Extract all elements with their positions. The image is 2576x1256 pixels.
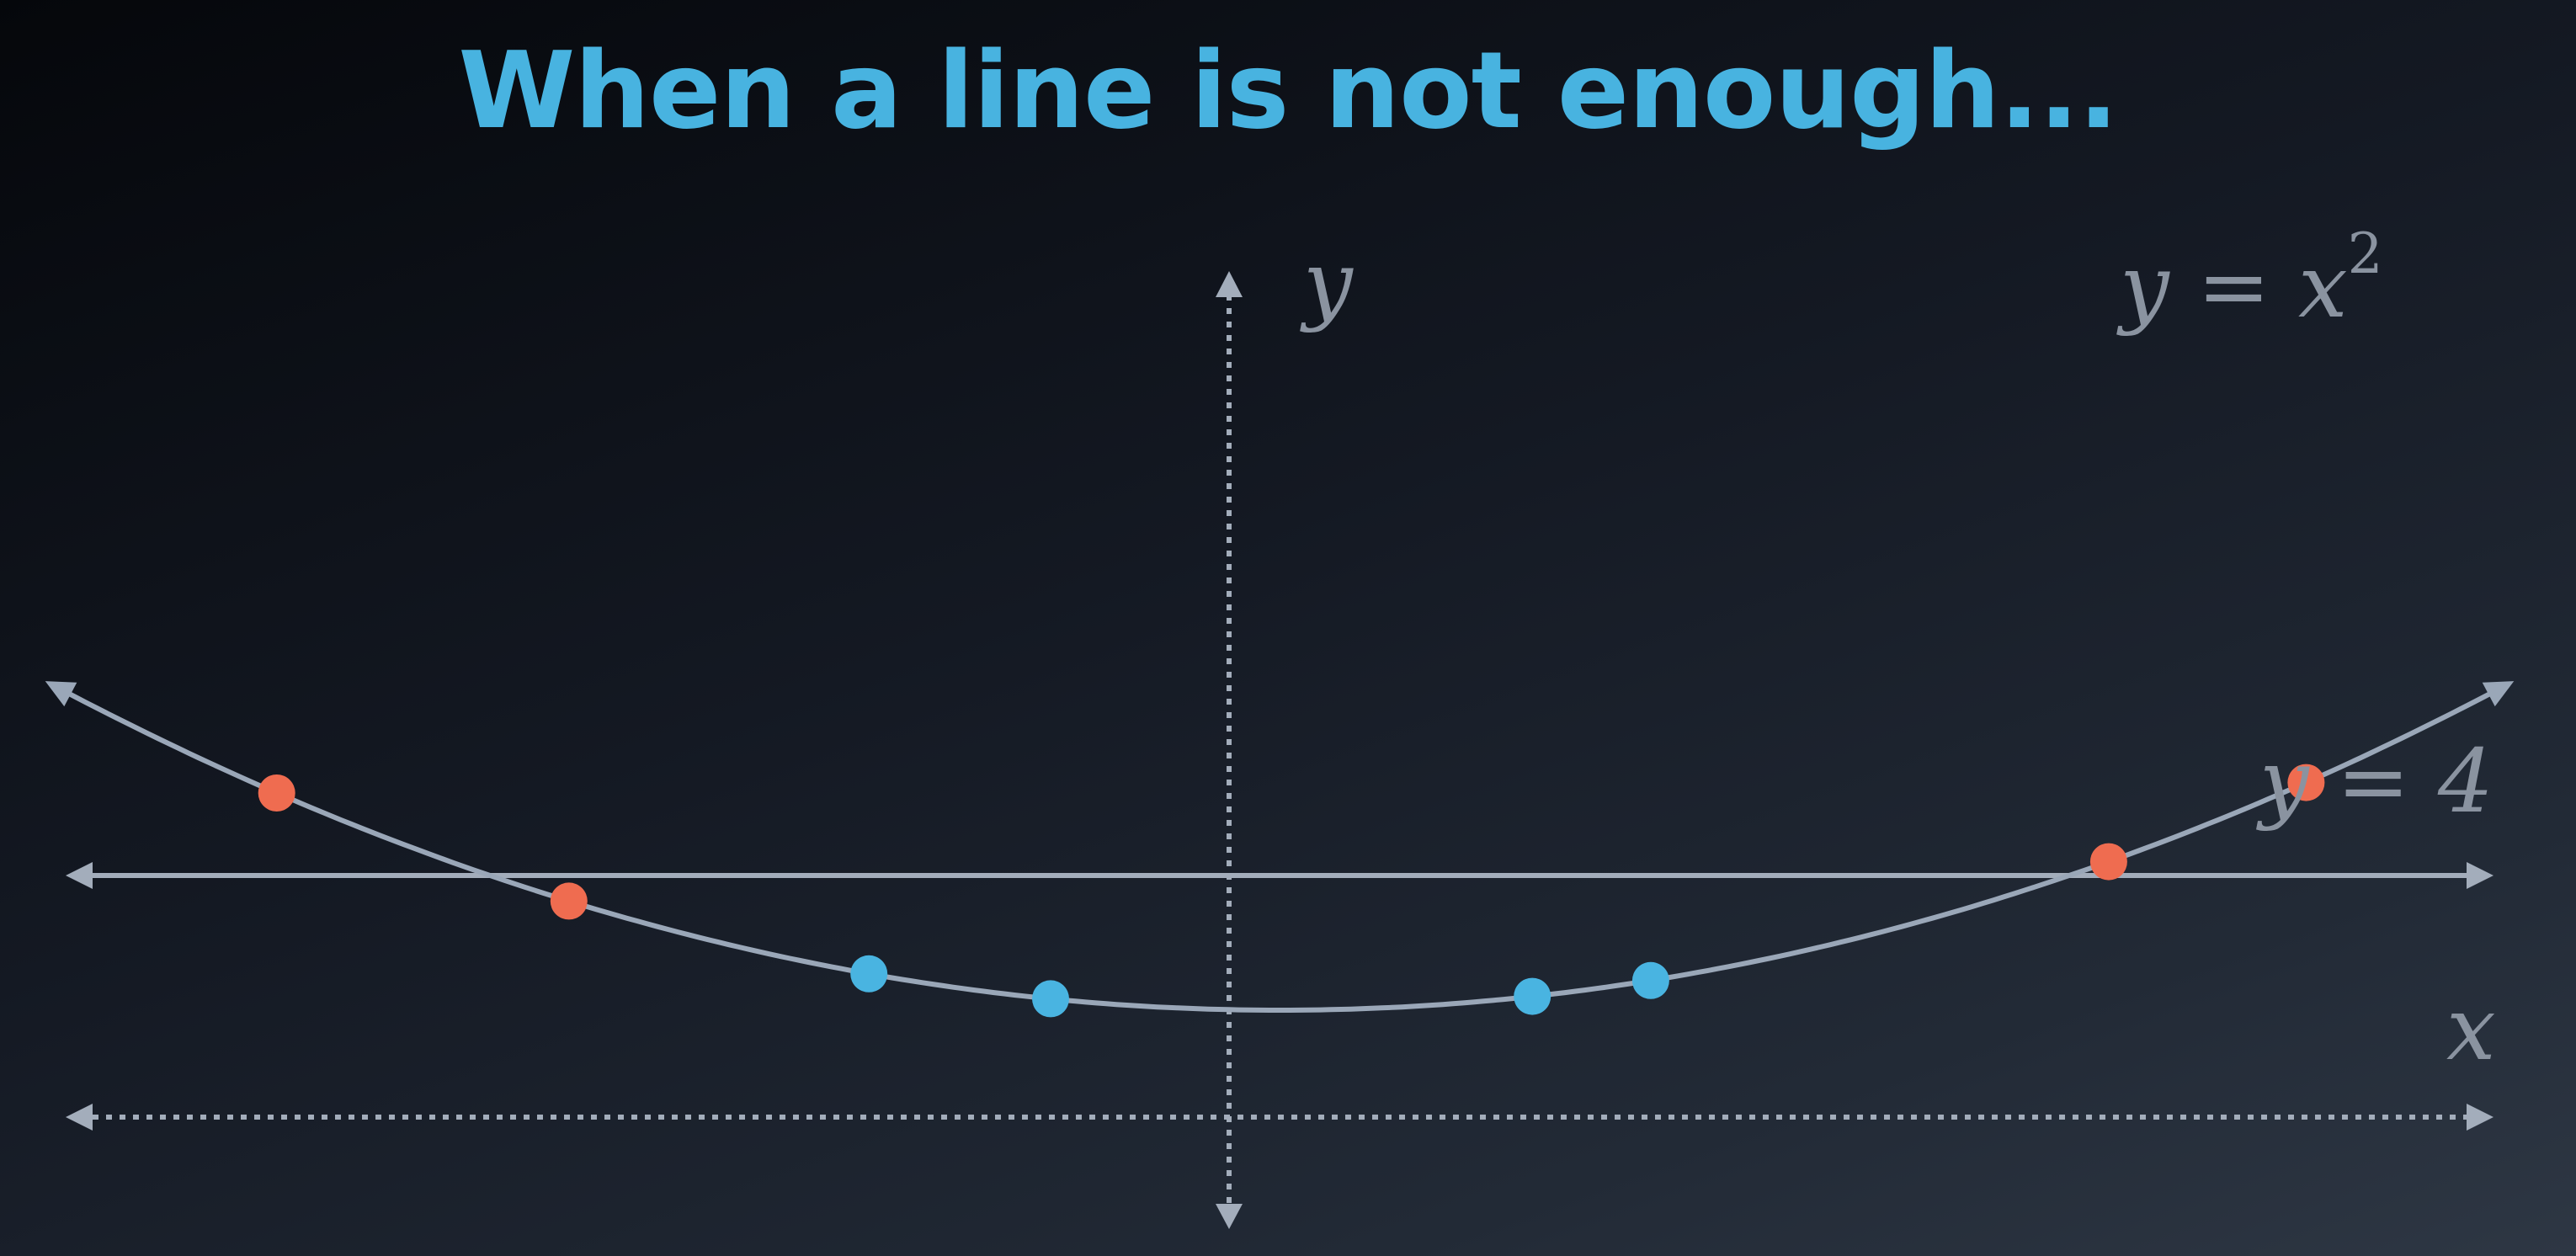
threshold-arrow-right xyxy=(2467,862,2494,889)
point-below-threshold-4 xyxy=(1631,961,1669,999)
parabola-label: y = x2 xyxy=(2116,221,2383,338)
y-axis-label: y xyxy=(1300,232,1354,334)
curve-arrow-left xyxy=(45,681,77,707)
point-below-threshold-2 xyxy=(1032,980,1069,1018)
x-axis-arrow-left xyxy=(66,1104,93,1131)
point-above-threshold-1 xyxy=(258,774,295,812)
point-below-threshold-1 xyxy=(850,955,888,993)
curve-arrow-right xyxy=(2482,681,2515,707)
slide-title: When a line is not enough... xyxy=(458,29,2118,152)
parabola-curve xyxy=(54,684,2505,1013)
point-above-threshold-3 xyxy=(2089,843,2127,881)
point-above-threshold-2 xyxy=(550,882,588,920)
data-points xyxy=(258,764,2325,1018)
y-axis-arrow-up xyxy=(1216,271,1243,297)
parabola-label-base: y = x xyxy=(2116,235,2348,338)
point-below-threshold-3 xyxy=(1514,977,1551,1015)
x-axis-label: x xyxy=(2446,977,2496,1080)
parabola-label-exponent: 2 xyxy=(2348,221,2383,286)
point-above-threshold-4 xyxy=(2287,764,2325,801)
threshold-label: y = 4 xyxy=(2256,730,2494,833)
x-axis-arrow-right xyxy=(2467,1104,2494,1131)
y-axis-arrow-down xyxy=(1216,1204,1243,1229)
threshold-arrow-left xyxy=(66,862,93,889)
